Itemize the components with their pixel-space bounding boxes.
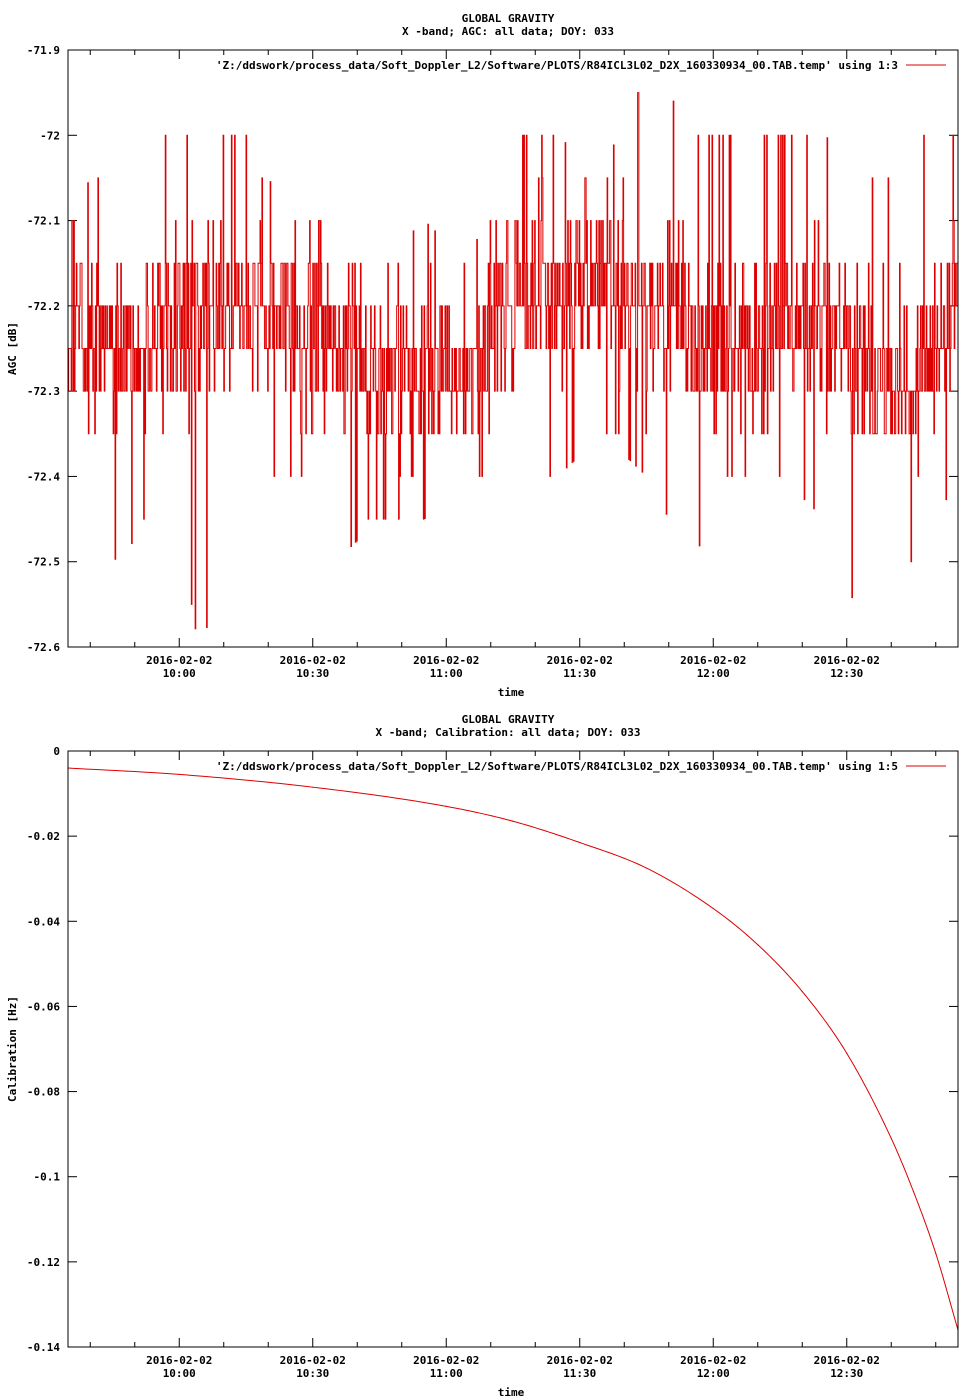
data-point [445,805,447,807]
y-tick-label: -72.3 [27,385,60,398]
x-tick-label-date: 2016-02-02 [280,1354,346,1367]
y-tick-label: -0.08 [27,1086,60,1099]
x-axis-label: time [498,1386,525,1399]
y-tick-label: -0.12 [27,1256,60,1269]
x-tick-label-date: 2016-02-02 [680,1354,746,1367]
x-tick-label-date: 2016-02-02 [814,1354,880,1367]
data-point [512,820,514,822]
y-tick-label: -0.06 [27,1000,60,1013]
series-line [68,92,959,630]
data-point [178,773,180,776]
y-tick-label: -72.6 [27,641,60,654]
y-tick-label: -72.5 [27,556,60,569]
chart-title: GLOBAL GRAVITY [462,713,555,726]
x-tick-label-time: 10:30 [296,667,329,680]
legend-label: 'Z:/ddswork/process_data/Soft_Doppler_L2… [216,59,898,72]
x-tick-label-time: 11:30 [563,1367,596,1380]
data-point [846,1052,848,1054]
x-tick-label-time: 11:30 [563,667,596,680]
x-tick-label-date: 2016-02-02 [146,1354,212,1367]
chart-subtitle: X -band; Calibration: all data; DOY: 033 [376,726,641,739]
x-axis-label: time [498,686,525,699]
y-tick-label: -72.4 [27,470,60,483]
data-point [801,990,803,993]
x-tick-label-time: 12:00 [697,1367,730,1380]
y-tick-label: -0.02 [27,830,60,843]
chart-title: GLOBAL GRAVITY [462,12,555,25]
plot-frame [67,49,959,648]
x-tick-label-time: 12:30 [830,667,863,680]
x-tick-label-time: 11:00 [430,667,463,680]
data-point [579,841,581,844]
series-line [67,767,959,1331]
data-point [890,1137,892,1139]
y-axis-label: AGC [dB] [6,322,19,375]
data-point [757,944,759,946]
x-tick-label-time: 12:30 [830,1367,863,1380]
data-point [935,1252,937,1254]
y-tick-label: -0.04 [27,915,60,928]
x-tick-label-time: 10:00 [163,1367,196,1380]
y-tick-label: -72.2 [27,300,60,313]
data-point [712,907,714,910]
data-point [645,867,648,869]
x-tick-label-date: 2016-02-02 [547,1354,613,1367]
x-tick-label-date: 2016-02-02 [146,654,212,667]
x-tick-label-date: 2016-02-02 [413,1354,479,1367]
data-point [912,1191,915,1193]
x-tick-label-time: 10:00 [163,667,196,680]
legend-label: 'Z:/ddswork/process_data/Soft_Doppler_L2… [216,760,898,773]
x-tick-label-date: 2016-02-02 [680,654,746,667]
chart-subtitle: X -band; AGC: all data; DOY: 033 [402,25,614,38]
y-axis-label: Calibration [Hz] [6,996,19,1102]
data-point [312,786,314,788]
x-tick-label-date: 2016-02-02 [814,654,880,667]
x-tick-label-time: 12:00 [697,667,730,680]
y-tick-label: -71.9 [27,44,60,57]
y-tick-label: -0.14 [27,1341,60,1354]
x-tick-label-time: 10:30 [296,1367,329,1380]
x-tick-label-date: 2016-02-02 [547,654,613,667]
x-tick-label-date: 2016-02-02 [280,654,346,667]
y-tick-label: -0.1 [34,1171,61,1184]
plot-frame [67,750,959,1348]
x-tick-label-date: 2016-02-02 [413,654,479,667]
x-tick-label-time: 11:00 [430,1367,463,1380]
y-tick-label: 0 [53,745,60,758]
y-tick-label: -72 [40,129,60,142]
y-tick-label: -72.1 [27,215,60,228]
